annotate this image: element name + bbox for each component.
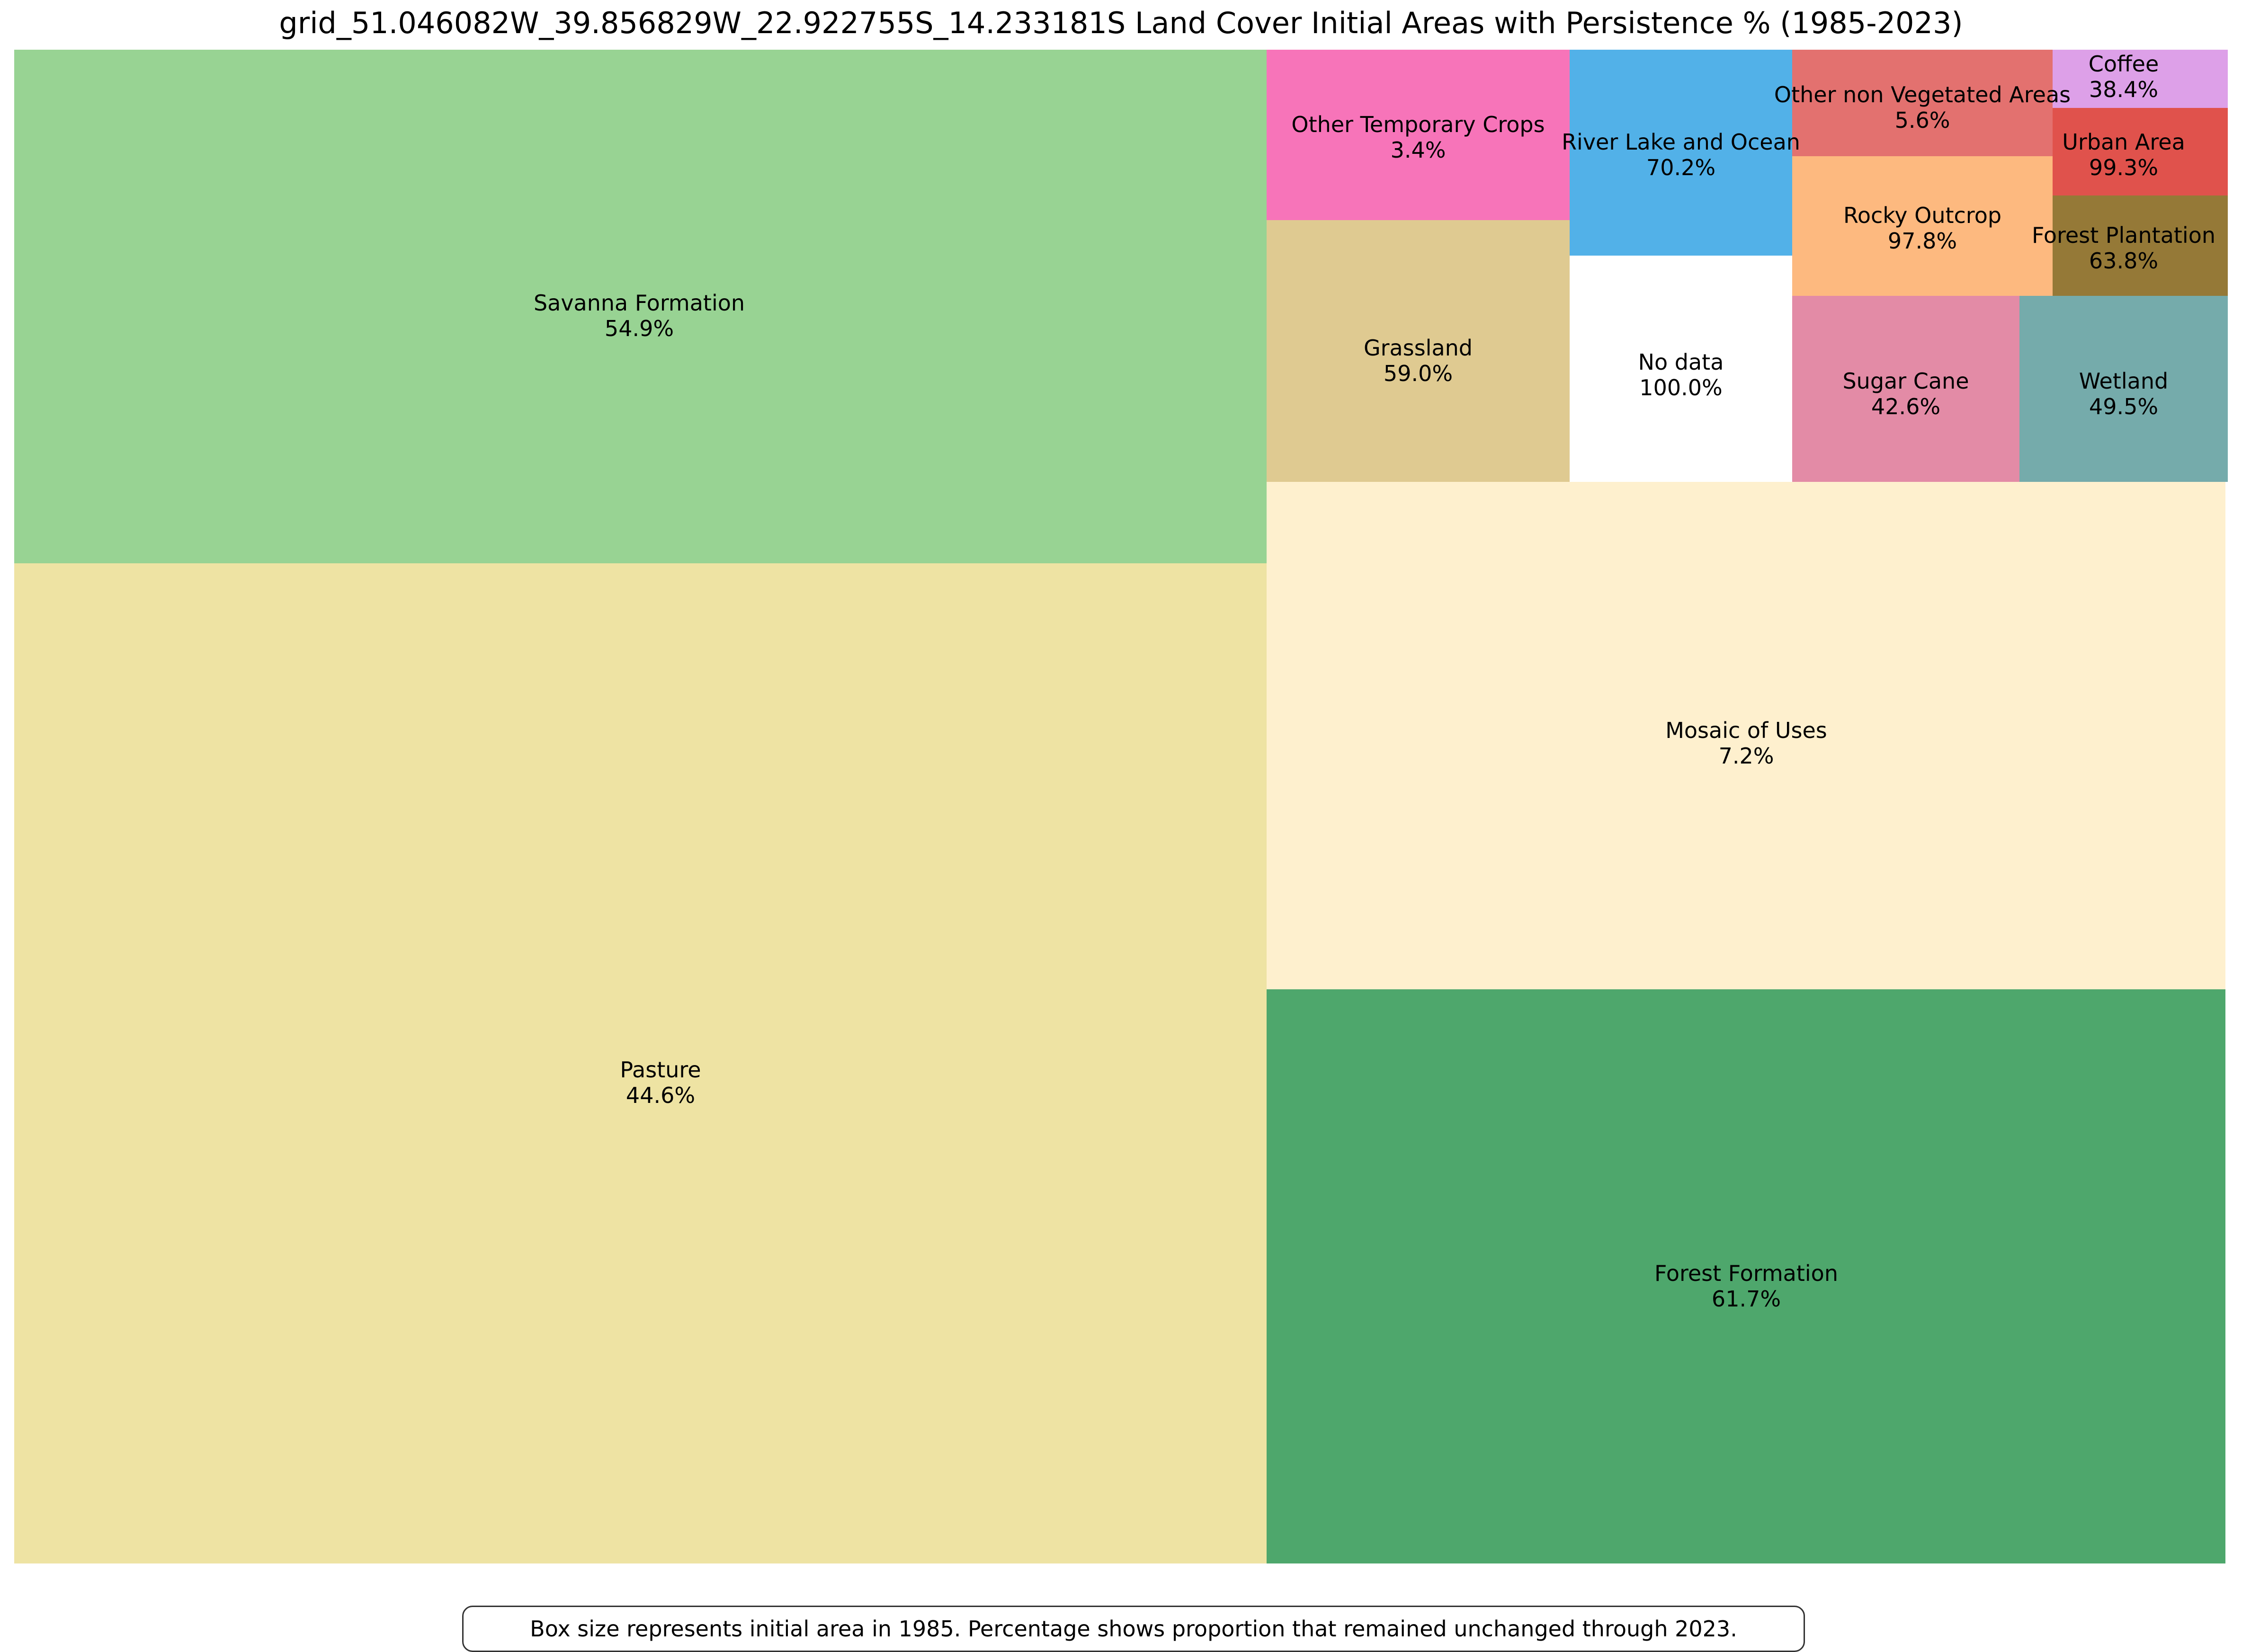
treemap-box-urban-area	[2053, 108, 2228, 195]
chart-title: grid_51.046082W_39.856829W_22.922755S_14…	[279, 6, 1963, 40]
treemap-label-coffee: Coffee	[2089, 51, 2159, 77]
treemap-box-other-temporary-crops	[1267, 50, 1570, 220]
treemap-label-sugar-cane: Sugar Cane	[1842, 368, 1969, 394]
treemap-label-grassland: Grassland	[1364, 335, 1473, 361]
treemap-label-savanna-formation: Savanna Formation	[534, 290, 745, 316]
treemap-box-river-lake-and-ocean	[1570, 50, 1792, 256]
treemap-box-mosaic-of-uses	[1267, 482, 2225, 989]
treemap-value-river-lake-and-ocean: 70.2%	[1646, 155, 1715, 180]
treemap-label-river-lake-and-ocean: River Lake and Ocean	[1562, 129, 1800, 155]
treemap-box-coffee	[2053, 50, 2228, 108]
treemap-value-coffee: 38.4%	[2089, 77, 2158, 102]
treemap-value-forest-plantation: 63.8%	[2089, 248, 2158, 274]
treemap-label-mosaic-of-uses: Mosaic of Uses	[1665, 718, 1827, 743]
treemap-label-other-temporary-crops: Other Temporary Crops	[1291, 112, 1545, 137]
treemap-value-no-data: 100.0%	[1639, 375, 1722, 400]
treemap-box-other-non-vegetated-areas	[1792, 50, 2053, 156]
treemap-box-rocky-outcrop	[1792, 156, 2053, 296]
treemap-value-grassland: 59.0%	[1384, 361, 1453, 386]
treemap-box-sugar-cane	[1792, 296, 2019, 482]
treemap-value-urban-area: 99.3%	[2089, 155, 2158, 180]
treemap-label-forest-formation: Forest Formation	[1654, 1261, 1838, 1286]
treemap-label-urban-area: Urban Area	[2062, 129, 2185, 155]
treemap-label-no-data: No data	[1638, 349, 1724, 375]
treemap-value-sugar-cane: 42.6%	[1871, 394, 1940, 419]
treemap-value-other-non-vegetated-areas: 5.6%	[1895, 107, 1950, 133]
treemap-label-wetland: Wetland	[2079, 368, 2168, 394]
treemap-value-pasture: 44.6%	[626, 1083, 695, 1108]
treemap-value-savanna-formation: 54.9%	[605, 316, 674, 341]
treemap-value-forest-formation: 61.7%	[1712, 1286, 1781, 1312]
treemap-value-other-temporary-crops: 3.4%	[1391, 137, 1446, 163]
treemap-box-forest-plantation	[2053, 195, 2228, 296]
treemap-box-grassland	[1267, 220, 1570, 482]
treemap-label-forest-plantation: Forest Plantation	[2032, 222, 2215, 248]
treemap-box-wetland	[2019, 296, 2228, 482]
treemap-value-rocky-outcrop: 97.8%	[1888, 228, 1957, 254]
footnote-box: Box size represents initial area in 1985…	[462, 1606, 1805, 1652]
treemap-box-pasture	[14, 563, 1267, 1563]
treemap-box-savanna-formation	[14, 50, 1267, 563]
treemap-box-no-data	[1570, 256, 1792, 482]
treemap-label-other-non-vegetated-areas: Other non Vegetated Areas	[1774, 82, 2071, 107]
treemap-value-mosaic-of-uses: 7.2%	[1719, 743, 1774, 769]
treemap-value-wetland: 49.5%	[2089, 394, 2158, 419]
treemap-label-rocky-outcrop: Rocky Outcrop	[1843, 203, 2001, 228]
treemap-box-forest-formation	[1267, 989, 2225, 1563]
treemap-label-pasture: Pasture	[620, 1057, 701, 1083]
